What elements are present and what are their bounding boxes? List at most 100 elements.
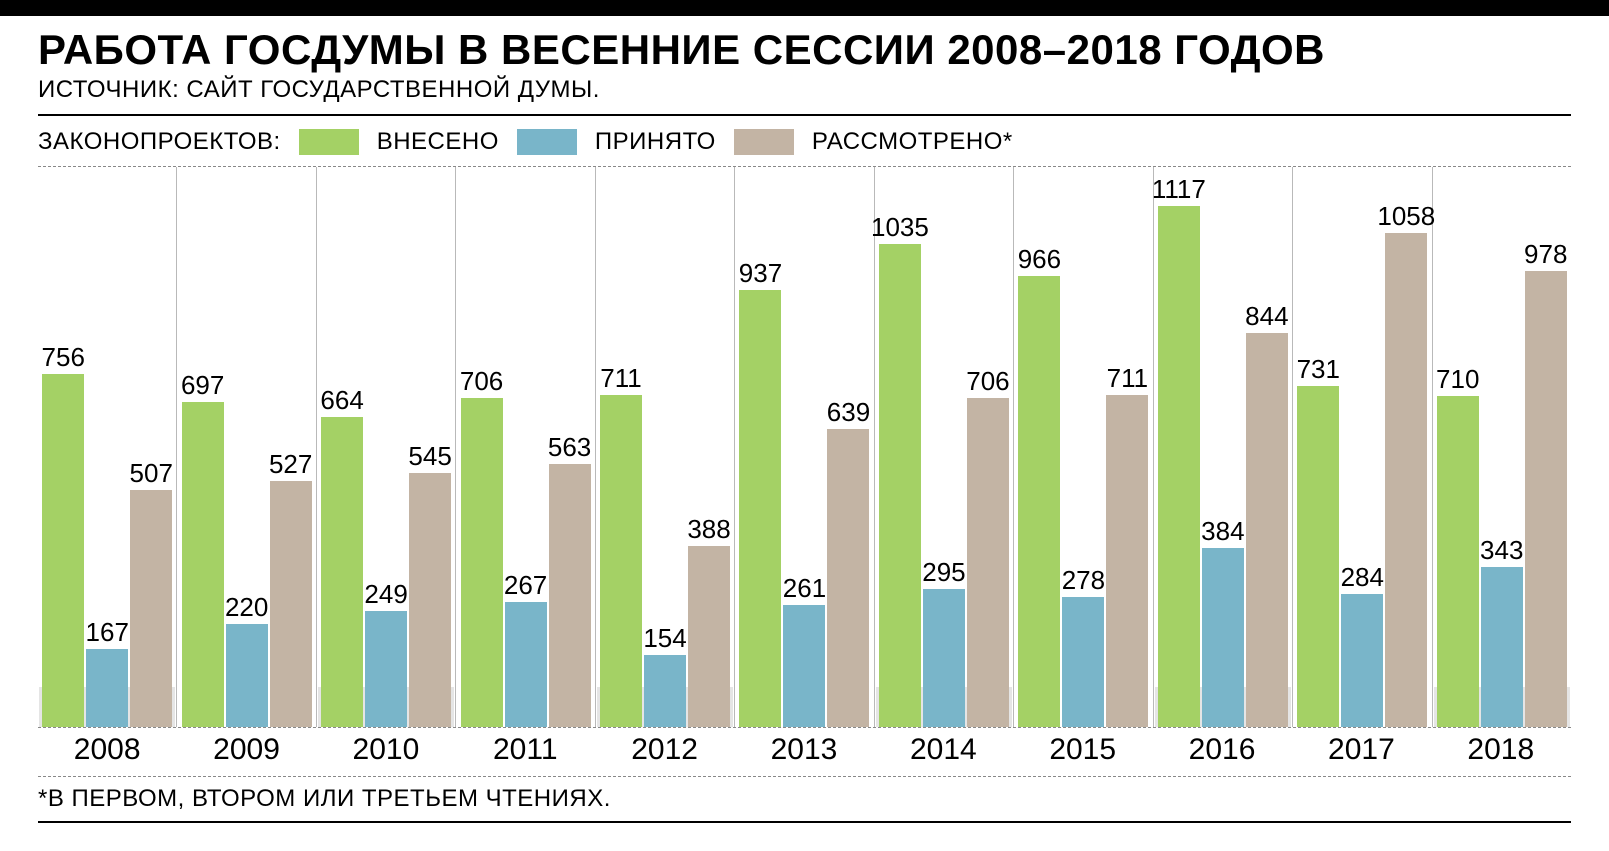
bar-introduced: 1035 [879,244,921,727]
year-group: 1117384844 [1154,167,1293,727]
bar-value-label: 706 [460,366,503,397]
legend-swatch-introduced [299,129,359,155]
bar-value-label: 639 [827,397,870,428]
year-group: 756167507 [38,167,177,727]
bar-value-label: 937 [739,258,782,289]
bar-reviewed: 978 [1525,271,1567,727]
x-axis-tick: 2010 [317,728,456,776]
bar-chart: 7561675076972205276642495457062675637111… [38,166,1571,728]
x-axis-tick: 2008 [38,728,177,776]
legend-caption: ЗАКОНОПРОЕКТОВ: [38,128,281,156]
bar-value-label: 1035 [871,212,929,243]
year-group: 7312841058 [1293,167,1432,727]
legend-label-reviewed: РАССМОТРЕНО* [812,128,1013,156]
year-group: 1035295706 [875,167,1014,727]
bar-value-label: 249 [364,579,407,610]
year-group: 706267563 [456,167,595,727]
bar-passed: 384 [1202,548,1244,727]
footnote: *В ПЕРВОМ, ВТОРОМ ИЛИ ТРЕТЬЕМ ЧТЕНИЯХ. [38,777,1571,813]
bar-introduced: 1117 [1158,206,1200,727]
bar-value-label: 756 [42,342,85,373]
bar-introduced: 697 [182,402,224,727]
bar-passed: 220 [226,624,268,727]
bar-reviewed: 545 [409,473,451,727]
bar-value-label: 154 [643,623,686,654]
bar-reviewed: 711 [1106,395,1148,727]
bar-reviewed: 844 [1246,333,1288,727]
bar-reviewed: 706 [967,398,1009,727]
x-axis-tick: 2009 [177,728,316,776]
bar-passed: 267 [505,602,547,727]
year-group: 966278711 [1014,167,1153,727]
bar-reviewed: 388 [688,546,730,727]
bar-value-label: 261 [783,573,826,604]
bar-introduced: 706 [461,398,503,727]
bar-value-label: 731 [1297,354,1340,385]
bar-value-label: 284 [1341,562,1384,593]
bar-introduced: 664 [321,417,363,727]
bar-passed: 295 [923,589,965,727]
bar-introduced: 756 [42,374,84,727]
bar-value-label: 167 [86,617,129,648]
bar-introduced: 710 [1437,396,1479,727]
bar-value-label: 388 [687,514,730,545]
bar-reviewed: 507 [130,490,172,727]
bar-value-label: 711 [600,363,641,394]
bar-reviewed: 639 [827,429,869,727]
bar-value-label: 664 [320,385,363,416]
x-axis-tick: 2017 [1292,728,1431,776]
bar-value-label: 966 [1018,244,1061,275]
year-group: 664249545 [317,167,456,727]
chart-subtitle: ИСТОЧНИК: САЙТ ГОСУДАРСТВЕННОЙ ДУМЫ. [38,76,1571,104]
bar-value-label: 1117 [1152,174,1206,205]
bar-reviewed: 563 [549,464,591,727]
bar-value-label: 710 [1436,364,1479,395]
year-group: 697220527 [177,167,316,727]
bar-value-label: 978 [1524,239,1567,270]
bar-value-label: 844 [1245,301,1288,332]
bar-reviewed: 527 [270,481,312,727]
legend-swatch-reviewed [734,129,794,155]
chart-title: РАБОТА ГОСДУМЫ В ВЕСЕННИЕ СЕССИИ 2008–20… [38,26,1571,74]
x-axis-tick: 2015 [1014,728,1153,776]
bar-value-label: 527 [269,449,312,480]
bar-value-label: 343 [1480,535,1523,566]
bar-value-label: 697 [181,370,224,401]
x-axis-tick: 2013 [735,728,874,776]
bar-introduced: 966 [1018,276,1060,727]
bar-introduced: 731 [1297,386,1339,727]
bar-introduced: 711 [600,395,642,727]
year-group: 937261639 [735,167,874,727]
legend-label-introduced: ВНЕСЕНО [377,128,499,156]
bar-value-label: 507 [130,458,173,489]
bar-passed: 154 [644,655,686,727]
bar-passed: 278 [1062,597,1104,727]
divider [38,821,1571,823]
x-axis-tick: 2018 [1432,728,1571,776]
bar-value-label: 278 [1062,565,1105,596]
year-group: 710343978 [1433,167,1571,727]
bar-passed: 284 [1341,594,1383,727]
legend-label-passed: ПРИНЯТО [595,128,716,156]
x-axis-tick: 2016 [1153,728,1292,776]
x-axis-tick: 2012 [595,728,734,776]
bar-value-label: 295 [922,557,965,588]
x-axis-tick: 2014 [874,728,1013,776]
bar-passed: 167 [86,649,128,727]
bar-introduced: 937 [739,290,781,727]
bar-passed: 261 [783,605,825,727]
chart-container: РАБОТА ГОСДУМЫ В ВЕСЕННИЕ СЕССИИ 2008–20… [0,0,1609,851]
bar-value-label: 1058 [1377,201,1435,232]
year-group: 711154388 [596,167,735,727]
bar-reviewed: 1058 [1385,233,1427,727]
bar-value-label: 563 [548,432,591,463]
bar-value-label: 267 [504,570,547,601]
x-axis: 2008200920102011201220132014201520162017… [38,728,1571,777]
bar-passed: 249 [365,611,407,727]
bar-value-label: 706 [966,366,1009,397]
top-black-bar [0,0,1609,16]
bar-value-label: 220 [225,592,268,623]
x-axis-tick: 2011 [456,728,595,776]
bar-value-label: 384 [1201,516,1244,547]
legend-swatch-passed [517,129,577,155]
